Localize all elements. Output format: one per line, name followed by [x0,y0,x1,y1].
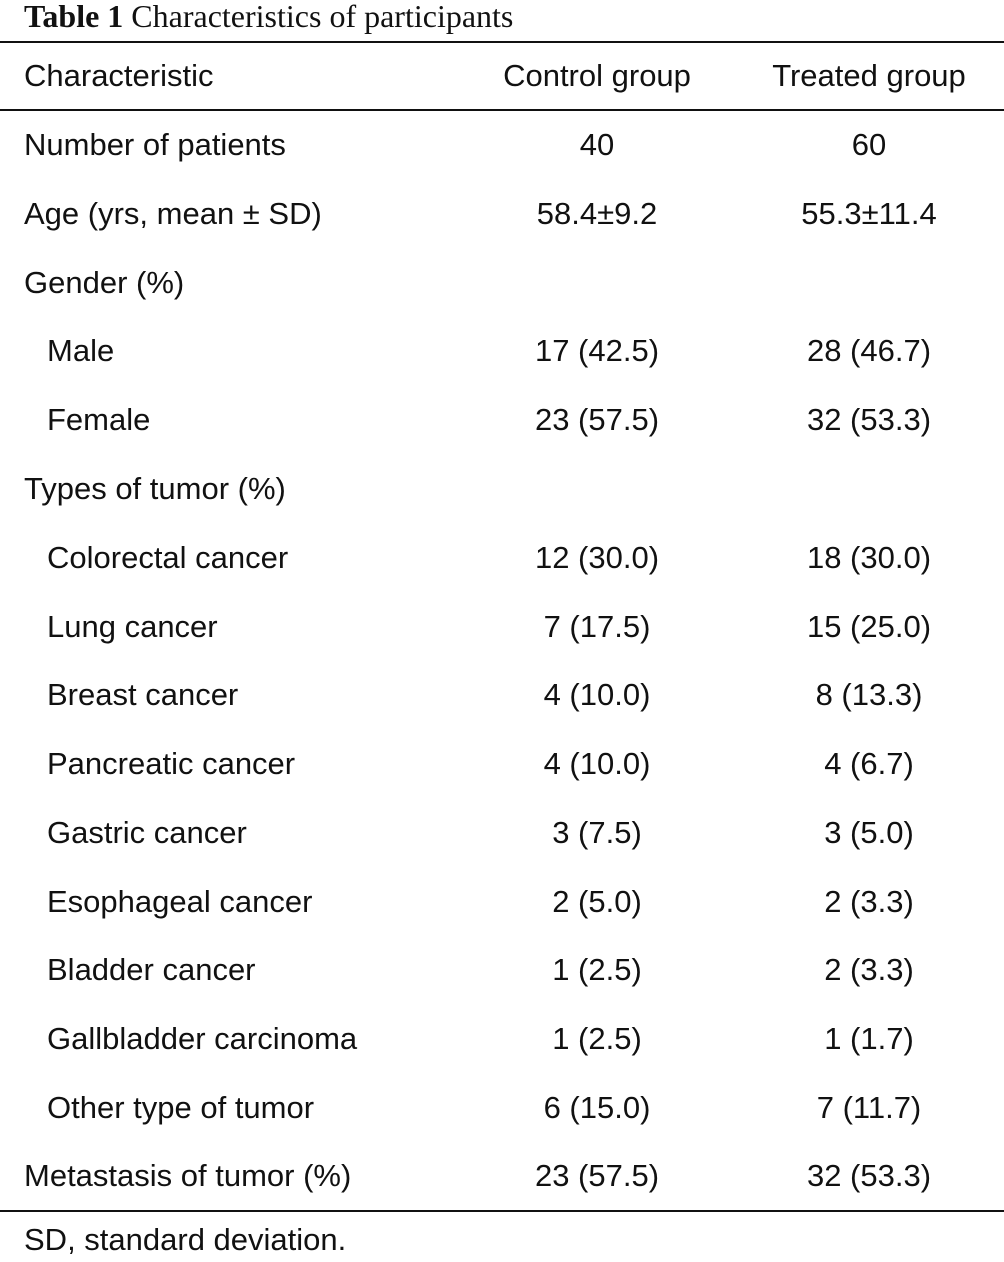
table-label: Table 1 [24,0,124,34]
treated-group-value: 28 (46.7) [806,333,932,369]
row-label: Other type of tumor [47,1090,315,1126]
control-group-value [468,455,726,524]
row-label: Pancreatic cancer [47,746,296,782]
control-group-value: 12 (30.0) [534,540,660,576]
control-group-value: 6 (15.0) [543,1090,651,1126]
treated-group-value: 32 (53.3) [806,402,932,438]
control-group-value: 1 (2.5) [552,1021,642,1057]
control-group-value: 7 (17.5) [543,609,651,645]
control-group-value: 4 (10.0) [543,746,651,782]
row-label: Metastasis of tumor (%) [24,1158,352,1194]
table-row: Breast cancer 4 (10.0) 8 (13.3) [0,661,1004,730]
treated-group-value: 15 (25.0) [806,609,932,645]
treated-group-value: 7 (11.7) [816,1090,922,1126]
row-label: Gallbladder carcinoma [47,1021,358,1057]
control-group-value: 23 (57.5) [534,402,660,438]
table-header-row: Characteristic Control group Treated gro… [0,43,1004,109]
table-footnote: SD, standard deviation. [24,1222,347,1257]
treated-group-value: 2 (3.3) [824,952,914,988]
treated-group-value: 60 [851,127,887,163]
table-row-section-gender: Gender (%) [0,249,1004,318]
row-label: Gender (%) [24,265,185,301]
row-label: Age (yrs, mean ± SD) [24,196,322,232]
control-group-value: 58.4±9.2 [536,196,658,232]
column-header-treated-group: Treated group [772,58,966,93]
treated-group-value: 4 (6.7) [824,746,914,782]
treated-group-value: 3 (5.0) [824,815,914,851]
row-label: Male [47,333,115,369]
table-title: Characteristics of participants [131,0,514,34]
row-label: Esophageal cancer [47,884,313,920]
treated-group-value: 18 (30.0) [806,540,932,576]
row-label: Gastric cancer [47,815,247,851]
treated-group-value [738,455,1000,524]
table-row: Gallbladder carcinoma 1 (2.5) 1 (1.7) [0,1005,1004,1074]
table-row: Colorectal cancer 12 (30.0) 18 (30.0) [0,524,1004,593]
control-group-value: 4 (10.0) [543,677,651,713]
table-row: Other type of tumor 6 (15.0) 7 (11.7) [0,1074,1004,1143]
table-row: Metastasis of tumor (%) 23 (57.5) 32 (53… [0,1142,1004,1211]
row-label: Bladder cancer [47,952,256,988]
table-row: Female 23 (57.5) 32 (53.3) [0,386,1004,455]
row-label: Colorectal cancer [47,540,289,576]
bottom-rule [0,1210,1004,1212]
treated-group-value: 2 (3.3) [824,884,914,920]
header-rule [0,109,1004,111]
table-row: Lung cancer 7 (17.5) 15 (25.0) [0,593,1004,662]
row-label: Lung cancer [47,609,218,645]
column-header-characteristic: Characteristic [24,58,214,93]
treated-group-value: 55.3±11.4 [801,196,937,232]
row-label: Breast cancer [47,677,239,713]
row-label: Number of patients [24,127,286,163]
control-group-value: 17 (42.5) [534,333,660,369]
control-group-value: 2 (5.0) [552,884,642,920]
table-row-section-tumor-types: Types of tumor (%) [0,455,1004,524]
control-group-value: 40 [579,127,615,163]
table-row: Pancreatic cancer 4 (10.0) 4 (6.7) [0,730,1004,799]
table-row: Bladder cancer 1 (2.5) 2 (3.3) [0,936,1004,1005]
row-label: Types of tumor (%) [24,471,286,507]
control-group-value: 1 (2.5) [552,952,642,988]
table-row: Gastric cancer 3 (7.5) 3 (5.0) [0,799,1004,868]
table-row: Male 17 (42.5) 28 (46.7) [0,317,1004,386]
treated-group-value: 32 (53.3) [806,1158,932,1194]
table-row: Age (yrs, mean ± SD) 58.4±9.2 55.3±11.4 [0,180,1004,249]
control-group-value: 23 (57.5) [534,1158,660,1194]
table-caption: Table 1 Characteristics of participants [24,0,513,36]
treated-group-value [738,249,1000,318]
treated-group-value: 8 (13.3) [815,677,923,713]
control-group-value: 3 (7.5) [552,815,642,851]
table-row: Number of patients 40 60 [0,111,1004,180]
column-header-control-group: Control group [503,58,691,93]
control-group-value [468,249,726,318]
table-row: Esophageal cancer 2 (5.0) 2 (3.3) [0,868,1004,937]
treated-group-value: 1 (1.7) [824,1021,914,1057]
row-label: Female [47,402,151,438]
top-rule [0,41,1004,43]
